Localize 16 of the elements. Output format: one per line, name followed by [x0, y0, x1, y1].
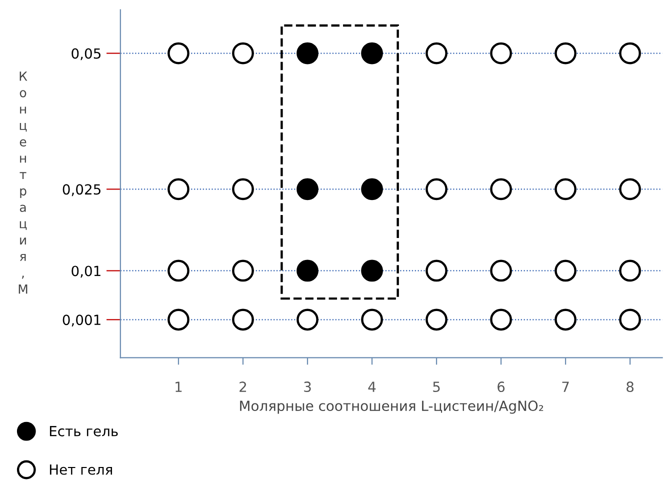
x-tick-label: 7 [562, 382, 569, 392]
y-tick-label: 0,001 [62, 314, 100, 327]
legend-label: Нет геля [50, 464, 112, 475]
y-tick-label: 0,05 [72, 48, 100, 60]
x-tick-label: 6 [498, 382, 505, 392]
text: К о н ц е н т р а ц и я , М [18, 72, 28, 294]
x-axis-title: Молярные соотношения L-цистеин/AgNO₂ [240, 400, 544, 414]
x-tick-label: 4 [368, 382, 376, 392]
x-tick-label: 8 [626, 382, 634, 392]
x-tick-label: 1 [176, 382, 182, 392]
y-tick-label: 0,01 [72, 266, 100, 278]
x-tick-label: 2 [240, 382, 246, 392]
x-tick-label: 3 [304, 382, 311, 392]
x-tick-label: 5 [433, 382, 440, 392]
legend-label: Есть гель [50, 426, 118, 436]
y-tick-label: 0,025 [62, 184, 100, 196]
